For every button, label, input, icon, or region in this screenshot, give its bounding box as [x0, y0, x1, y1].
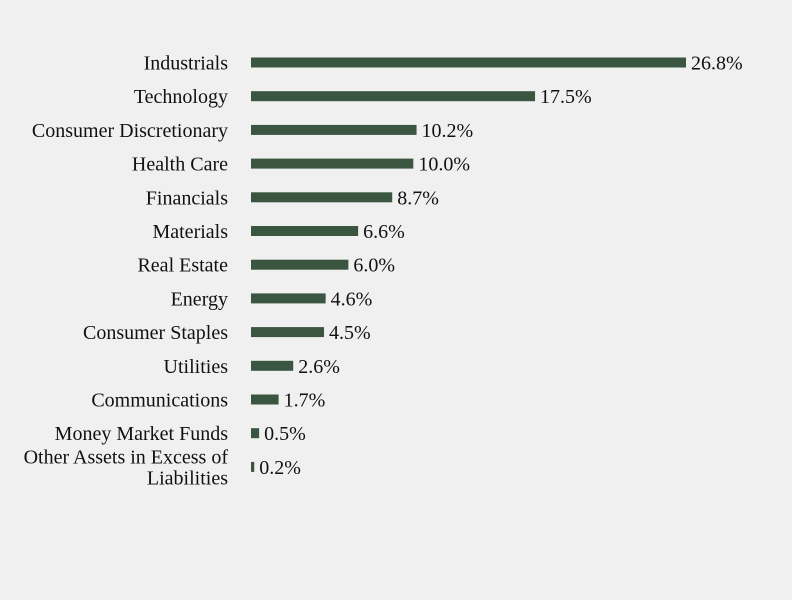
value-label: 8.7%: [397, 187, 439, 209]
value-label: 6.6%: [363, 221, 405, 243]
bar: [251, 360, 294, 371]
category-label: Utilities: [164, 356, 229, 378]
value-label: 10.0%: [418, 154, 470, 176]
value-label: 1.7%: [284, 390, 326, 412]
category-label: Consumer Discretionary: [32, 120, 228, 142]
value-label: 6.0%: [353, 255, 395, 277]
bar: [251, 57, 686, 68]
value-label: 26.8%: [691, 53, 743, 75]
bar: [251, 259, 349, 270]
bar: [251, 226, 359, 236]
value-label-group: 26.8% 17.5% 10.2% 10.0% 8.7% 6.6% 6.0% 4.6% 4.5%…: [259, 53, 742, 479]
value-label: 4.5%: [329, 322, 371, 344]
category-label: Consumer Staples: [83, 322, 228, 344]
category-label: Industrials: [144, 53, 229, 75]
category-label: Other Assets in Excess of Liabilities: [24, 446, 229, 489]
category-label-group: Industrials Technology Consumer Discretion…: [24, 53, 229, 490]
bar: [251, 327, 325, 338]
category-label: Energy: [171, 288, 228, 310]
category-label: Materials: [152, 221, 228, 243]
value-label: 4.6%: [331, 288, 373, 310]
category-label: Communications: [91, 390, 228, 412]
category-label: Health Care: [132, 154, 228, 176]
category-label: Technology: [134, 86, 228, 108]
category-label: Financials: [146, 187, 228, 209]
category-label: Real Estate: [137, 255, 228, 277]
bar: [251, 394, 279, 405]
value-label: 17.5%: [540, 86, 592, 108]
value-label: 10.2%: [422, 120, 474, 142]
value-label: 2.6%: [298, 356, 340, 378]
bar: [251, 293, 326, 304]
bar-group: [251, 57, 686, 472]
bar: [251, 192, 393, 203]
bar: [251, 91, 536, 102]
bar: [251, 124, 417, 135]
value-label: 0.2%: [259, 457, 301, 479]
bar: [251, 461, 255, 472]
category-label: Money Market Funds: [55, 423, 229, 445]
value-label: 0.5%: [264, 423, 306, 445]
bar: [251, 428, 260, 439]
bar: [251, 158, 414, 169]
